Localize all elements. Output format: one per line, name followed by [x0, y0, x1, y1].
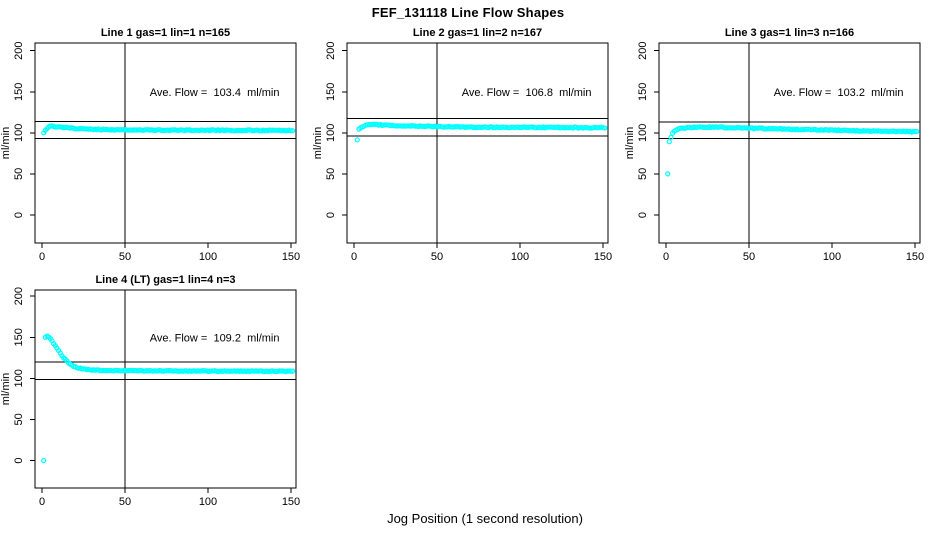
data-point [130, 127, 136, 133]
y-tick-label: 100 [637, 124, 649, 142]
x-tick-label: 100 [199, 496, 217, 508]
data-point [288, 368, 294, 374]
x-tick-label: 50 [119, 496, 131, 508]
y-tick-label: 150 [637, 83, 649, 101]
data-point [762, 126, 769, 132]
data-point [467, 124, 473, 130]
data-point [665, 171, 671, 177]
x-tick-label: 0 [351, 251, 357, 263]
x-tick-label: 100 [823, 251, 841, 263]
panel-1: 0 50 100 150 0 50 100 150 200 ml/min Line 1 gas=1 … [0, 27, 300, 263]
x-tick-label: 50 [431, 251, 443, 263]
figure-title: FEF_131118 Line Flow Shapes [371, 5, 565, 20]
panel-title: Line 3 gas=1 lin=3 n=166 [725, 27, 854, 39]
y-tick-label: 50 [13, 413, 25, 425]
data-point [587, 125, 593, 131]
x-tick-label: 0 [39, 251, 45, 263]
data-point [290, 128, 296, 134]
y-tick-label: 200 [325, 42, 337, 60]
data-point [354, 137, 360, 143]
y-axis-title: ml/min [0, 127, 12, 159]
data-point [796, 127, 802, 133]
x-tick-label: 100 [199, 251, 217, 263]
data-point [666, 139, 672, 145]
y-tick-label: 150 [325, 83, 337, 101]
y-tick-label: 200 [13, 287, 25, 305]
y-tick-label: 150 [13, 328, 25, 346]
x-tick-label: 150 [282, 496, 300, 508]
x-tick-label: 150 [906, 251, 924, 263]
data-point [114, 127, 120, 133]
y-tick-label: 150 [13, 83, 25, 101]
panel-box [34, 42, 297, 244]
ave-flow-annotation: Ave. Flow = 103.4 ml/min [150, 87, 280, 99]
data-point [192, 127, 198, 133]
data-point [602, 125, 608, 131]
panel-title: Line 1 gas=1 lin=1 n=165 [101, 27, 230, 39]
y-axis-title: ml/min [624, 127, 636, 159]
data-point [845, 128, 852, 134]
data-point [404, 123, 410, 129]
y-tick-label: 0 [13, 212, 25, 218]
data-point [290, 368, 296, 374]
ave-flow-annotation: Ave. Flow = 109.2 ml/min [150, 332, 280, 344]
data-point [882, 128, 888, 134]
x-tick-label: 50 [119, 251, 131, 263]
y-tick-label: 50 [325, 168, 337, 180]
y-tick-label: 0 [325, 212, 337, 218]
panel-3: 0 50 100 150 0 50 100 150 200 ml/min Line 3 gas=1 … [624, 27, 924, 263]
y-axis-title: ml/min [0, 373, 12, 405]
data-point [840, 127, 847, 133]
panel-box [658, 42, 921, 244]
x-tick-label: 50 [743, 251, 755, 263]
x-tick-label: 150 [282, 251, 300, 263]
y-tick-label: 100 [325, 124, 337, 142]
y-axis-title: ml/min [312, 127, 324, 159]
data-point [470, 124, 477, 131]
data-point [134, 127, 140, 133]
data-point [208, 127, 214, 133]
y-tick-label: 200 [637, 42, 649, 60]
panel-4: 0 50 100 150 0 50 100 150 200 ml/min Line 4 (LT) g… [0, 274, 300, 508]
y-tick-label: 100 [13, 369, 25, 387]
data-point [454, 123, 460, 130]
x-tick-label: 0 [663, 251, 669, 263]
panel-box [34, 289, 297, 489]
panel-title: Line 4 (LT) gas=1 lin=4 n=3 [95, 274, 235, 286]
data-point [912, 128, 918, 135]
y-tick-label: 0 [637, 212, 649, 218]
data-point [668, 134, 674, 140]
data-point [288, 128, 294, 134]
data-point [392, 123, 399, 129]
x-axis-label: Jog Position (1 second resolution) [387, 511, 583, 526]
panel-box [346, 42, 609, 244]
x-tick-label: 0 [39, 496, 45, 508]
y-tick-label: 50 [13, 168, 25, 180]
data-point [914, 128, 920, 135]
data-point [761, 126, 767, 132]
y-tick-label: 100 [13, 124, 25, 142]
data-point [158, 127, 165, 133]
data-point [225, 127, 231, 133]
panel-title: Line 2 gas=1 lin=2 n=167 [413, 27, 542, 39]
y-tick-label: 200 [13, 42, 25, 60]
y-tick-label: 0 [13, 457, 25, 463]
panel-2: 0 50 100 150 0 50 100 150 200 ml/min Line 2 gas=1 … [312, 27, 612, 263]
data-point [41, 457, 47, 464]
ave-flow-annotation: Ave. Flow = 106.8 ml/min [462, 87, 592, 99]
y-tick-label: 50 [637, 168, 649, 180]
data-point [429, 123, 435, 130]
x-tick-label: 100 [511, 251, 529, 263]
x-tick-label: 150 [594, 251, 612, 263]
ave-flow-annotation: Ave. Flow = 103.2 ml/min [774, 87, 904, 99]
